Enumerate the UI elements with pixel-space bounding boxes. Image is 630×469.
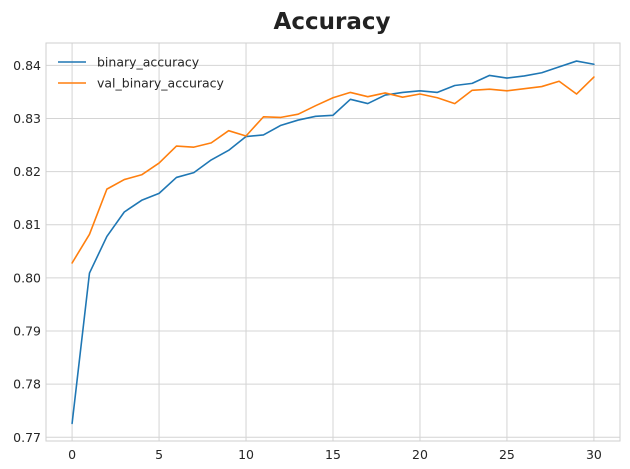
- legend: binary_accuracy val_binary_accuracy: [58, 55, 225, 91]
- x-tick-label: 30: [586, 447, 602, 462]
- grid: [46, 43, 620, 441]
- y-tick-label: 0.82: [13, 164, 41, 179]
- x-tick-label: 10: [238, 447, 254, 462]
- x-tick-label: 25: [499, 447, 515, 462]
- y-axis-ticks: 0.77 0.78 0.79 0.80 0.81 0.82 0.83 0.84: [13, 58, 41, 445]
- legend-label: binary_accuracy: [97, 55, 200, 70]
- y-tick-label: 0.77: [13, 430, 41, 445]
- series-layer: [71, 60, 595, 425]
- legend-label: val_binary_accuracy: [97, 76, 225, 91]
- series-line-binary-accuracy: [71, 60, 595, 425]
- x-tick-label: 5: [155, 447, 163, 462]
- series-line-val-binary-accuracy: [71, 76, 595, 264]
- y-tick-label: 0.79: [13, 324, 41, 339]
- y-tick-label: 0.78: [13, 377, 41, 392]
- y-tick-label: 0.83: [13, 111, 41, 126]
- chart-title: Accuracy: [274, 9, 391, 35]
- x-tick-label: 20: [412, 447, 428, 462]
- plot-area: [45, 42, 621, 442]
- x-tick-label: 15: [325, 447, 341, 462]
- y-tick-label: 0.80: [13, 270, 41, 285]
- x-tick-label: 0: [68, 447, 76, 462]
- y-tick-label: 0.81: [13, 217, 41, 232]
- y-tick-label: 0.84: [13, 58, 41, 73]
- x-axis-ticks: 0 5 10 15 20 25 30: [68, 447, 602, 462]
